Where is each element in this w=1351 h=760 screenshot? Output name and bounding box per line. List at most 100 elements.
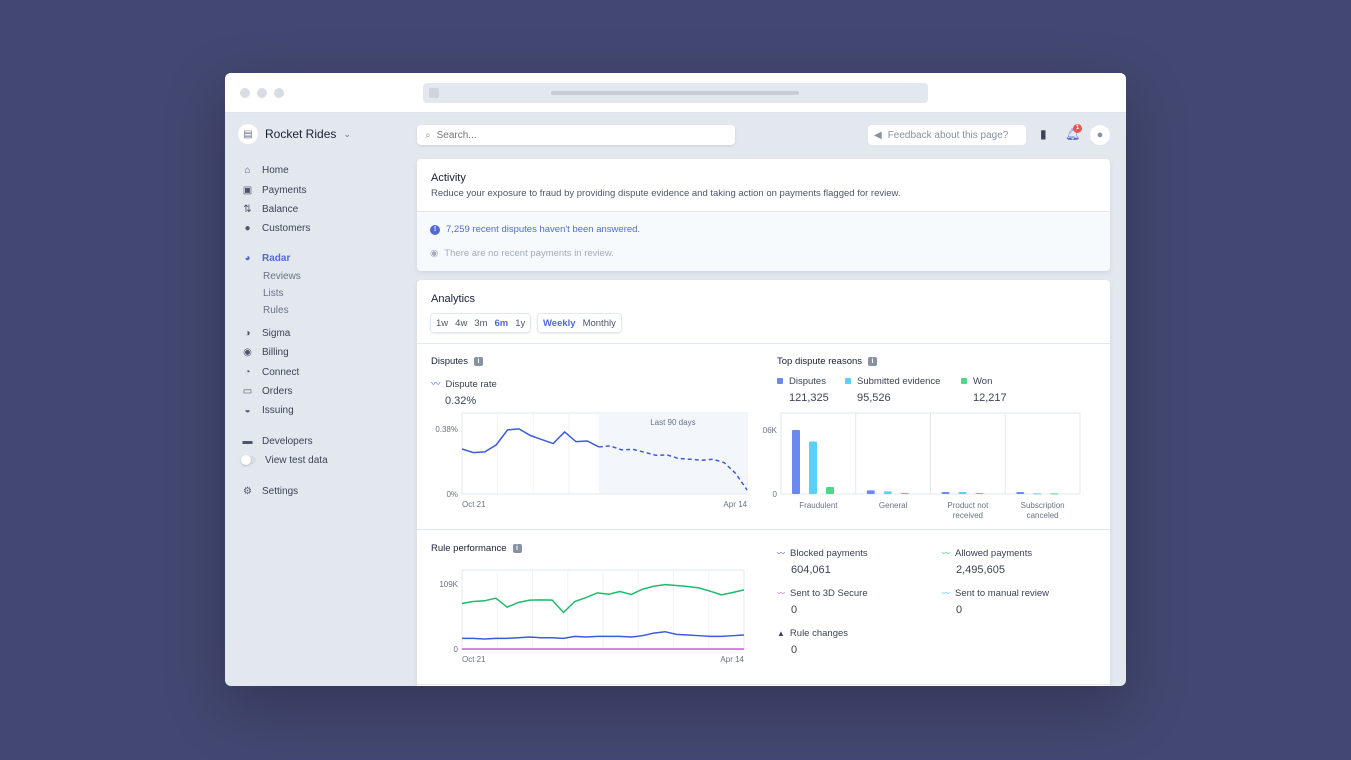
test-data-toggle[interactable] — [241, 455, 256, 465]
sidebar-item-label: Home — [262, 164, 289, 176]
title-bar — [225, 73, 1126, 113]
megaphone-icon: ◀ — [874, 129, 882, 141]
reason-legend-item: Disputes 121,325 — [777, 376, 829, 404]
rule-legend-item: 〰 Blocked payments 604,061 — [777, 548, 868, 576]
window-zoom-button[interactable] — [274, 88, 284, 98]
search-icon: ⌕ — [425, 129, 431, 141]
series-line-dashed — [598, 445, 748, 491]
sidebar-item-radar[interactable]: ◕ Radar — [242, 251, 290, 265]
sidebar-item-developers[interactable]: ▬ Developers — [242, 434, 313, 448]
bar-disputes — [941, 492, 950, 494]
sidebar-item-balance[interactable]: ⇅ Balance — [242, 202, 298, 216]
info-icon[interactable]: i — [473, 357, 483, 366]
legend-label: Disputes — [789, 376, 826, 387]
chevron-down-icon: ⌄ — [343, 128, 351, 139]
review-text: There are no recent payments in review. — [444, 248, 614, 259]
bar-won — [826, 486, 834, 494]
notifications-bell-icon[interactable]: 🔔︎ 1 — [1065, 124, 1082, 141]
sidebar: ▤ Rocket Rides ⌄ ⌂ Home ▣ Payments ⇅ Balance ●… — [225, 113, 417, 686]
window-minimize-button[interactable] — [257, 88, 267, 98]
avatar[interactable]: ● — [1090, 125, 1110, 145]
sidebar-item-issuing[interactable]: ◒ Issuing — [242, 403, 293, 417]
legend-label: Blocked payments — [790, 548, 868, 559]
address-bar[interactable] — [423, 83, 928, 103]
bar-won — [975, 492, 984, 494]
line-series-icon: 〰 — [942, 549, 950, 558]
interval-weekly[interactable]: Weekly — [543, 317, 576, 329]
home-icon: ⌂ — [244, 164, 251, 176]
range-3m[interactable]: 3m — [474, 317, 488, 329]
y-tick-label: 0% — [446, 490, 458, 499]
range-1w[interactable]: 1w — [436, 317, 449, 329]
disputes-section-title: Disputes i — [431, 356, 483, 367]
series-line-allowed-payments — [461, 583, 745, 614]
docs-book-icon[interactable]: ▮ — [1040, 127, 1047, 141]
legend-value: 12,217 — [973, 392, 1007, 404]
y-tick-label: 109K — [439, 580, 458, 589]
legend-swatch — [961, 378, 967, 384]
line-series-icon: 〰 — [942, 589, 950, 598]
sigma-icon: ◑ — [244, 327, 251, 339]
recent-disputes-link[interactable]: 7,259 recent disputes — [446, 224, 537, 235]
feedback-button[interactable]: ◀ Feedback about this page? — [868, 125, 1026, 145]
window-close-button[interactable] — [240, 88, 250, 98]
browser-window: ▤ Rocket Rides ⌄ ⌂ Home ▣ Payments ⇅ Balance ●… — [225, 73, 1126, 686]
activity-alerts: ! 7,259 recent disputes haven't been ans… — [417, 211, 1110, 271]
legend-label: Sent to 3D Secure — [790, 588, 868, 599]
search-field[interactable]: ⌕ — [417, 125, 735, 145]
legend-value: 0 — [791, 604, 798, 616]
payments-icon: ▣ — [242, 184, 253, 196]
account-switcher[interactable]: ▤ Rocket Rides ⌄ — [238, 124, 351, 144]
sidebar-item-label: Payments — [262, 184, 307, 196]
rule-legend-item: 〰 Sent to 3D Secure 0 — [777, 588, 868, 616]
info-icon[interactable]: i — [868, 357, 878, 366]
sidebar-item-label: Balance — [262, 203, 299, 215]
legend-label: Won — [973, 376, 993, 387]
sidebar-item-label: Settings — [262, 485, 299, 497]
sidebar-item-label: Orders — [262, 385, 293, 397]
sidebar-item-lists[interactable]: Lists — [263, 286, 284, 300]
sidebar-item-sigma[interactable]: ◑ Sigma — [242, 326, 290, 340]
range-1y[interactable]: 1y — [515, 317, 526, 329]
sidebar-item-label: Connect — [262, 366, 300, 378]
reasons-section-title: Top dispute reasons i — [777, 356, 878, 367]
divider — [417, 343, 1110, 344]
search-input[interactable] — [436, 129, 717, 141]
rules-section-title: Rule performance i — [431, 543, 522, 554]
y-tick-label: 0 — [773, 490, 778, 499]
triangle-icon: ▲ — [777, 629, 785, 638]
sidebar-item-billing[interactable]: ◉ Billing — [242, 345, 289, 359]
range-4w[interactable]: 4w — [455, 317, 468, 329]
category-label: Product not — [947, 501, 989, 510]
sidebar-item-orders[interactable]: ▭ Orders — [242, 384, 293, 398]
sidebar-item-connect[interactable]: ◔ Connect — [242, 365, 299, 379]
sidebar-item-reviews[interactable]: Reviews — [263, 269, 301, 283]
info-icon[interactable]: i — [512, 544, 522, 553]
range-6m[interactable]: 6m — [494, 317, 509, 329]
category-label: Fraudulent — [799, 501, 838, 510]
connect-icon: ◔ — [244, 366, 251, 378]
disputes-alert: ! 7,259 recent disputes haven't been ans… — [430, 224, 640, 235]
bar-submitted-evidence — [809, 441, 817, 494]
interval-monthly[interactable]: Monthly — [582, 317, 616, 329]
x-tick-label: Apr 14 — [723, 500, 747, 509]
issuing-icon: ◒ — [244, 404, 251, 416]
bar-submitted-evidence — [1033, 493, 1042, 495]
sidebar-item-view-test-data[interactable]: View test data — [241, 453, 328, 467]
sidebar-item-payments[interactable]: ▣ Payments — [242, 183, 307, 197]
x-tick-label: Apr 14 — [720, 655, 744, 664]
sidebar-item-customers[interactable]: ● Customers — [242, 221, 310, 235]
alert-text: haven't been answered. — [536, 224, 641, 235]
sidebar-item-rules[interactable]: Rules — [263, 303, 289, 317]
sidebar-item-settings[interactable]: ⚙ Settings — [242, 484, 298, 498]
sidebar-item-home[interactable]: ⌂ Home — [242, 163, 289, 177]
store-icon: ▤ — [238, 124, 258, 144]
bar-disputes — [1016, 492, 1025, 494]
analytics-title: Analytics — [431, 293, 476, 305]
line-series-icon: 〰 — [777, 589, 785, 598]
series-line-solid — [461, 428, 600, 454]
sidebar-item-label: Customers — [262, 222, 311, 234]
dispute-reasons-chart: 0 106K Fraudulent General Product notreceive… — [762, 412, 1081, 520]
sidebar-item-label: Developers — [262, 435, 313, 447]
x-tick-label: Oct 21 — [462, 655, 486, 664]
